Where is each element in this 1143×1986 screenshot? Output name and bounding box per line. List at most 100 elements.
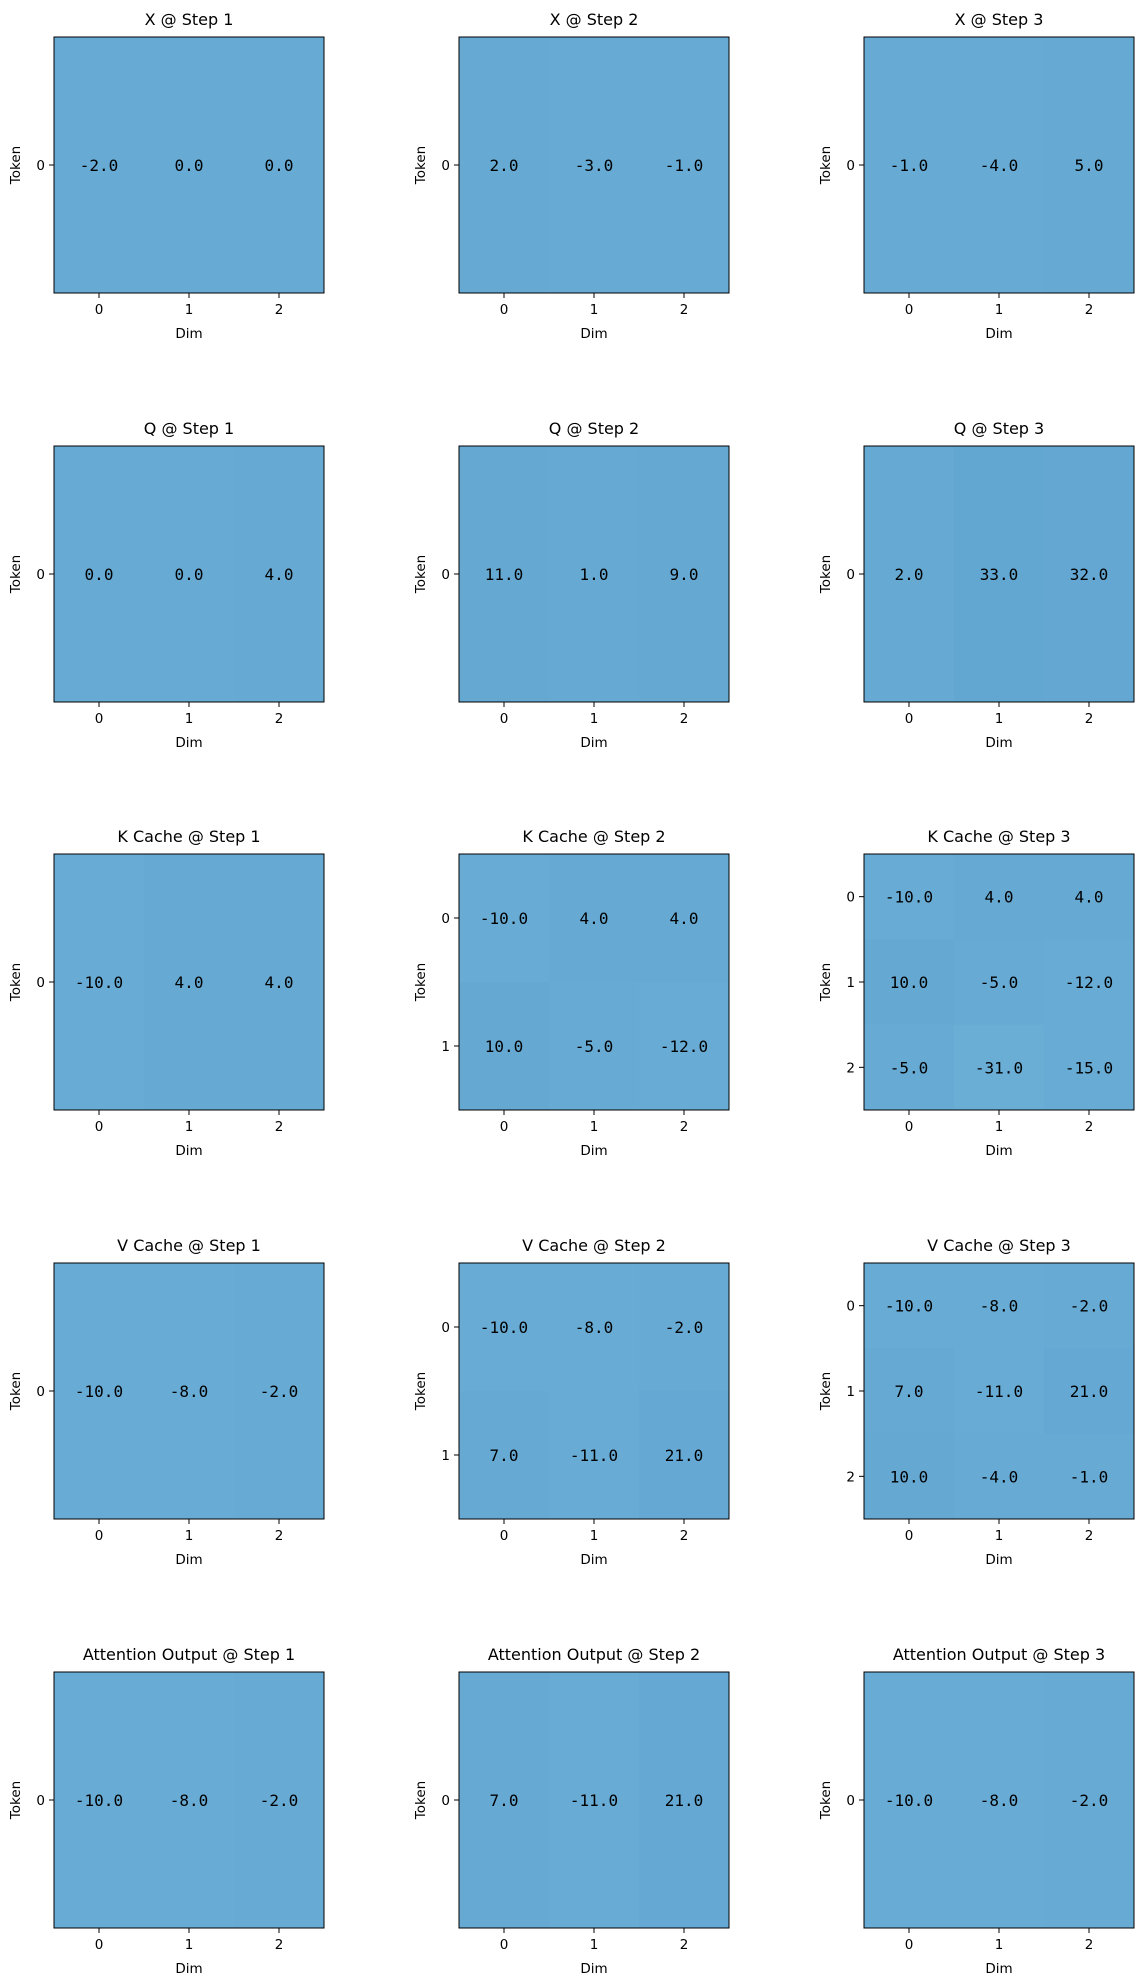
cell-value-label: 0.0 [175,565,204,584]
x-axis-label: Dim [580,1961,607,1977]
x-tick-label: 0 [905,302,914,318]
heatmap-cell [234,1263,325,1520]
y-tick-label: 0 [846,890,855,906]
panel-title: Q @ Step 1 [144,419,234,438]
cell-value-label: -11.0 [975,1382,1023,1401]
cell-value-label: 7.0 [490,1446,519,1465]
heatmap-cell [864,446,955,703]
panel-title: V Cache @ Step 3 [927,1236,1071,1255]
y-axis-label: Token [413,1372,429,1411]
x-tick-label: 1 [590,1937,599,1953]
heatmap-cell [864,1348,955,1435]
cell-value-label: -8.0 [170,1791,209,1810]
x-tick-label: 1 [590,1119,599,1135]
cell-value-label: 0.0 [265,156,294,175]
cell-value-label: -11.0 [570,1446,618,1465]
heatmap-cell [459,982,550,1111]
x-tick-label: 1 [185,1528,194,1544]
heatmap-cell [954,854,1045,940]
cell-value-label: -2.0 [260,1382,299,1401]
y-tick-label: 0 [36,1384,45,1400]
heatmap-cell [954,37,1045,294]
cell-value-label: 11.0 [485,565,524,584]
x-tick-label: 0 [500,711,509,727]
panel-title: K Cache @ Step 2 [522,827,665,846]
cell-value-label: -8.0 [170,1382,209,1401]
heatmap-panel: -10.0 -8.0 -2.0 0 1 2 0 Attention Output @ Step… [818,1645,1135,1977]
heatmap-cell [954,1348,1045,1435]
cell-value-label: -8.0 [980,1297,1019,1316]
heatmap-cell [144,37,235,294]
x-tick-label: 2 [275,1528,284,1544]
panel-title: Q @ Step 2 [549,419,639,438]
heatmap-cell [144,446,235,703]
heatmap-cell [54,1672,145,1929]
cell-value-label: 4.0 [265,973,294,992]
x-tick-label: 1 [995,1119,1004,1135]
heatmap-panel: -10.0 4.0 4.0 10.0 -5.0 -12.0 -5.0 -31.0 -15.0 0 1… [818,827,1135,1159]
x-axis-label: Dim [175,326,202,342]
panel-title: K Cache @ Step 3 [927,827,1070,846]
y-tick-label: 2 [846,1469,855,1485]
cell-value-label: -31.0 [975,1058,1023,1077]
y-axis-label: Token [413,963,429,1002]
heatmap-cell [54,854,145,1111]
heatmap-cell [1044,1672,1135,1929]
x-axis-label: Dim [580,326,607,342]
x-tick-label: 0 [95,711,104,727]
cell-value-label: -8.0 [980,1791,1019,1810]
heatmap-cell [954,446,1045,703]
cell-value-label: 4.0 [580,909,609,928]
cell-value-label: -4.0 [980,156,1019,175]
heatmap-cell [864,939,955,1026]
heatmap-panel: 2.0 -3.0 -1.0 0 1 2 0 X @ Step 2 Dim Token [413,10,730,342]
x-axis-label: Dim [985,1552,1012,1568]
x-tick-label: 1 [185,1119,194,1135]
cell-value-label: 10.0 [485,1037,524,1056]
heatmap-cell [549,37,640,294]
x-tick-label: 0 [95,1528,104,1544]
panel-title: Q @ Step 3 [954,419,1044,438]
cell-value-label: -12.0 [660,1037,708,1056]
cell-value-label: 1.0 [580,565,609,584]
cell-value-label: -11.0 [570,1791,618,1810]
y-axis-label: Token [413,555,429,594]
cell-value-label: -10.0 [75,1791,123,1810]
y-axis-label: Token [818,1372,834,1411]
y-tick-label: 0 [36,158,45,174]
cell-value-label: 5.0 [1075,156,1104,175]
heatmap-panel: 0.0 0.0 4.0 0 1 2 0 Q @ Step 1 Dim Token [8,419,325,751]
cell-value-label: -4.0 [980,1467,1019,1486]
cell-value-label: 7.0 [895,1382,924,1401]
panel-title: Attention Output @ Step 3 [893,1645,1105,1664]
heatmap-cell [954,1672,1045,1929]
heatmap-cell [1044,854,1135,940]
cell-value-label: -3.0 [575,156,614,175]
heatmap-cell [954,939,1045,1026]
y-tick-label: 1 [846,1384,855,1400]
heatmap-cell [639,1672,730,1929]
x-tick-label: 1 [995,711,1004,727]
heatmap-panel: -10.0 4.0 4.0 0 1 2 0 K Cache @ Step 1 Dim Token [8,827,325,1159]
heatmap-cell [234,37,325,294]
cell-value-label: -10.0 [75,973,123,992]
cell-value-label: -10.0 [480,909,528,928]
x-tick-label: 0 [905,1528,914,1544]
y-tick-label: 0 [441,1320,450,1336]
cell-value-label: -2.0 [260,1791,299,1810]
y-tick-label: 2 [846,1060,855,1076]
heatmap-panel: 2.0 33.0 32.0 0 1 2 0 Q @ Step 3 Dim Token [818,419,1135,751]
y-axis-label: Token [818,555,834,594]
heatmap-cell [549,1672,640,1929]
x-tick-label: 1 [995,302,1004,318]
x-axis-label: Dim [175,735,202,751]
heatmap-cell [549,854,640,983]
heatmap-cell [459,1263,550,1392]
y-tick-label: 0 [846,567,855,583]
heatmap-cell [144,1263,235,1520]
x-tick-label: 0 [500,302,509,318]
cell-value-label: 21.0 [1070,1382,1109,1401]
cell-value-label: -1.0 [890,156,929,175]
y-tick-label: 0 [441,1793,450,1809]
cell-value-label: 9.0 [670,565,699,584]
